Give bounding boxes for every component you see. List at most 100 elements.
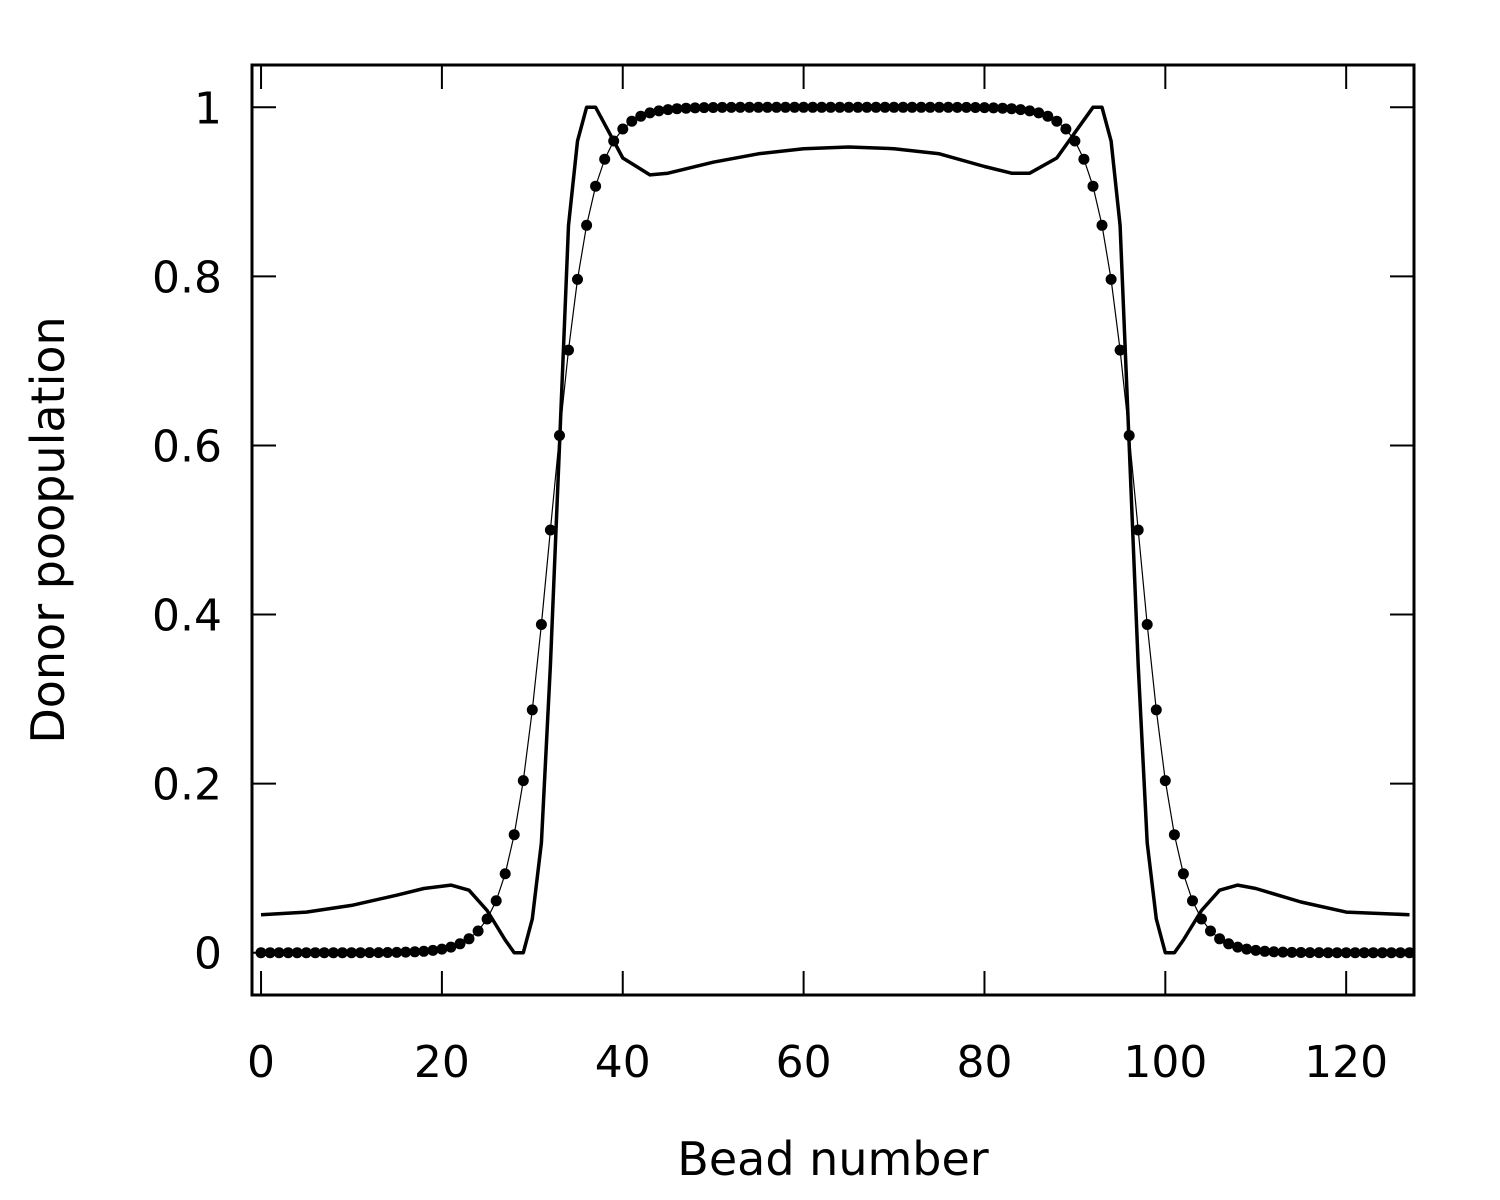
- series-point: [445, 941, 457, 953]
- series-point: [454, 938, 466, 950]
- series-point: [336, 947, 348, 959]
- series-point: [1241, 943, 1253, 955]
- series-point: [816, 101, 828, 113]
- series-point: [255, 947, 267, 959]
- series-point: [391, 946, 403, 958]
- y-tick-label: 0.6: [152, 421, 222, 472]
- series-point: [499, 868, 511, 880]
- series-point: [382, 947, 394, 958]
- series-point: [734, 101, 746, 113]
- series-point: [554, 430, 565, 441]
- series-point: [879, 101, 891, 113]
- series-point: [355, 947, 366, 959]
- series-point: [436, 943, 448, 955]
- series-point: [969, 102, 981, 113]
- series-point: [1033, 107, 1045, 119]
- x-axis-title: Bead number: [677, 1132, 988, 1186]
- series-point: [1223, 938, 1235, 950]
- series-point: [635, 110, 647, 122]
- series-point: [463, 933, 475, 945]
- series-point: [1340, 947, 1352, 959]
- series-point: [273, 947, 285, 959]
- series-point: [400, 946, 412, 958]
- series-point: [716, 101, 728, 113]
- series-point: [1277, 946, 1289, 958]
- series-point: [870, 101, 882, 113]
- series-point: [346, 947, 357, 959]
- x-tick-label: 40: [595, 1037, 651, 1088]
- series-point: [924, 101, 936, 113]
- series-point: [1069, 135, 1081, 147]
- series-point: [364, 947, 376, 959]
- series-point: [888, 101, 900, 113]
- series-point: [1042, 110, 1054, 122]
- y-tick-label: 0: [194, 929, 222, 980]
- y-tick-label: 0.8: [152, 252, 222, 303]
- series-point: [834, 101, 846, 113]
- series-point: [1015, 104, 1027, 116]
- series-point: [1114, 344, 1126, 356]
- series-point: [572, 273, 583, 285]
- series-point: [327, 947, 339, 959]
- series-point: [1322, 947, 1334, 959]
- series-point: [1150, 704, 1162, 716]
- series-point: [581, 219, 593, 231]
- series-point: [1177, 868, 1189, 880]
- series-point: [617, 123, 629, 135]
- series-point: [1304, 947, 1316, 959]
- series-point: [997, 102, 1009, 114]
- series-point: [807, 101, 819, 113]
- series-point: [490, 895, 502, 907]
- series-point: [1349, 947, 1361, 959]
- series-point: [915, 101, 927, 113]
- x-tick-label: 20: [414, 1037, 470, 1088]
- x-tick-label: 120: [1304, 1037, 1388, 1088]
- series-point: [698, 102, 710, 114]
- series-point: [1132, 524, 1144, 536]
- series-point: [535, 619, 547, 630]
- tick-labels: 0 20 40 60 80 100 120 0 0.2 0.4 0.6 0.8 1: [152, 83, 1388, 1088]
- series-point: [309, 947, 321, 959]
- y-tick-label: 1: [194, 83, 222, 134]
- series-point: [1141, 619, 1153, 630]
- series-point: [771, 101, 782, 113]
- series-point: [1060, 123, 1072, 135]
- y-tick-label: 0.2: [152, 760, 222, 811]
- series-point: [1313, 947, 1325, 959]
- series-point: [1295, 947, 1307, 958]
- x-tick-label: 0: [247, 1037, 275, 1088]
- series-point: [843, 101, 855, 113]
- series-point: [725, 101, 737, 113]
- series-point: [1024, 105, 1036, 117]
- series-point: [1268, 946, 1280, 958]
- series-point: [1232, 941, 1244, 953]
- series-point: [979, 102, 990, 114]
- x-tick-label: 80: [956, 1037, 1012, 1088]
- series-point: [590, 180, 602, 192]
- series-point: [481, 913, 493, 925]
- series-point: [906, 101, 918, 113]
- series-point: [680, 102, 692, 114]
- series-point: [1250, 944, 1262, 956]
- series-point: [418, 945, 430, 957]
- series-point: [1286, 946, 1298, 958]
- series-point: [653, 105, 665, 117]
- series-point: [743, 101, 755, 113]
- series-point: [1376, 947, 1388, 959]
- series-point: [526, 704, 538, 716]
- plot-frame: [250, 63, 1416, 997]
- series-point: [644, 107, 656, 119]
- series-point: [1168, 829, 1180, 841]
- series-point: [761, 101, 773, 113]
- series-point: [933, 101, 945, 113]
- series-point: [780, 101, 791, 113]
- series-point: [1078, 153, 1090, 165]
- series-point: [563, 344, 574, 356]
- series-point: [960, 101, 972, 113]
- series-point: [1087, 180, 1099, 192]
- series-point: [951, 101, 963, 113]
- series-point: [1196, 913, 1207, 925]
- series-point: [798, 101, 810, 113]
- series-line-thick: [260, 105, 1410, 955]
- y-axis-title: Donor poopulation: [21, 316, 75, 743]
